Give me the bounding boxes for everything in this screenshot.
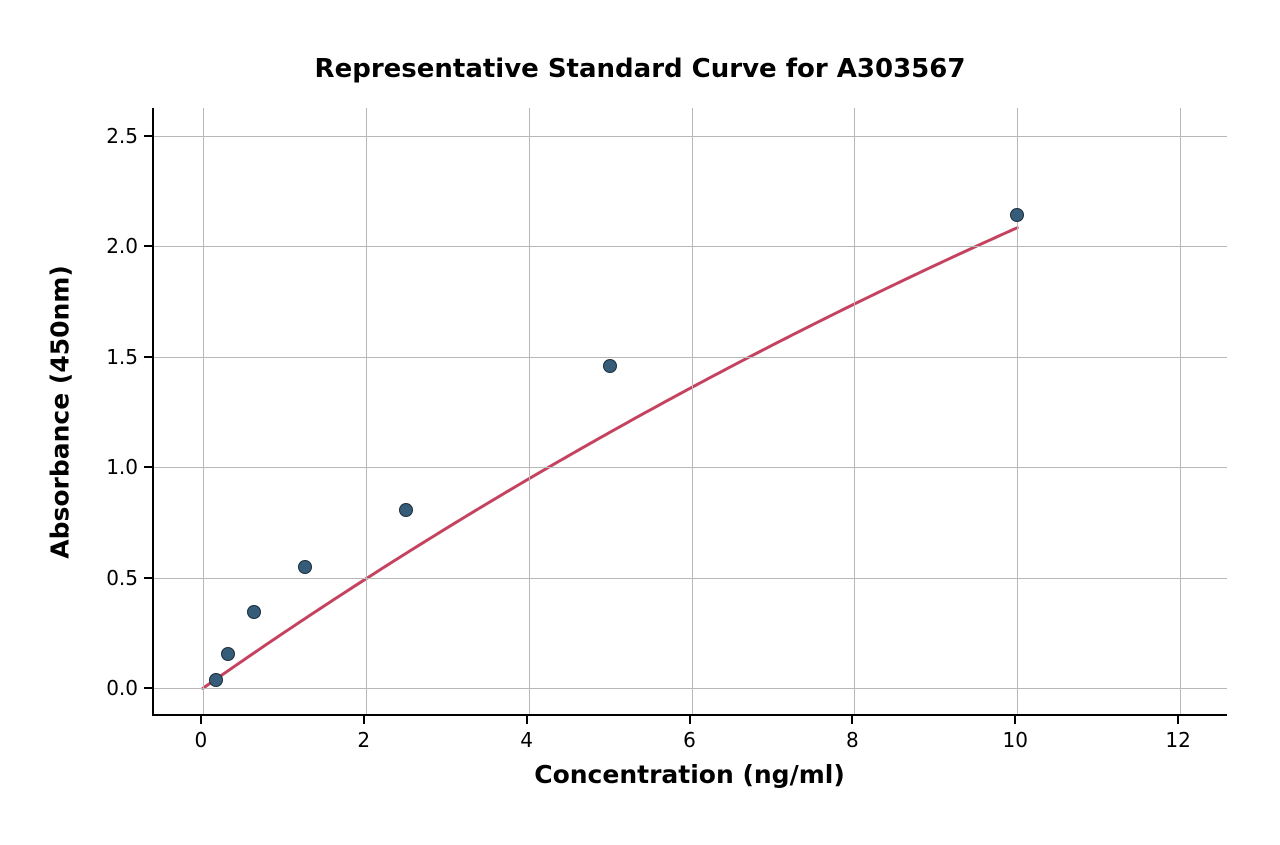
x-tick [1014, 716, 1016, 724]
y-tick-label: 2.0 [106, 234, 138, 258]
plot-area [152, 108, 1227, 716]
grid-line-vertical [692, 108, 693, 714]
y-axis-label: Absorbance (450nm) [46, 265, 75, 559]
x-tick [526, 716, 528, 724]
grid-line-vertical [1017, 108, 1018, 714]
x-tick-label: 0 [194, 728, 207, 752]
x-tick-label: 10 [1003, 728, 1028, 752]
x-tick-label: 4 [520, 728, 533, 752]
y-tick [144, 356, 152, 358]
y-tick [144, 687, 152, 689]
data-point [247, 605, 261, 619]
y-tick-label: 0.5 [106, 566, 138, 590]
grid-line-horizontal [154, 136, 1227, 137]
data-point [1010, 208, 1024, 222]
y-tick [144, 466, 152, 468]
grid-line-vertical [854, 108, 855, 714]
grid-line-horizontal [154, 246, 1227, 247]
x-tick-label: 12 [1165, 728, 1190, 752]
x-tick [689, 716, 691, 724]
y-tick [144, 577, 152, 579]
figure: Representative Standard Curve for A30356… [0, 0, 1280, 845]
x-tick [1177, 716, 1179, 724]
x-axis-label: Concentration (ng/ml) [152, 760, 1227, 789]
grid-line-horizontal [154, 357, 1227, 358]
grid-line-vertical [366, 108, 367, 714]
data-point [298, 560, 312, 574]
x-tick [200, 716, 202, 724]
y-tick [144, 135, 152, 137]
x-tick [363, 716, 365, 724]
data-point [399, 503, 413, 517]
x-tick-label: 8 [846, 728, 859, 752]
y-tick [144, 245, 152, 247]
fit-curve [203, 228, 1017, 689]
grid-line-horizontal [154, 688, 1227, 689]
y-tick-label: 1.5 [106, 345, 138, 369]
data-point [209, 673, 223, 687]
y-tick-label: 0.0 [106, 676, 138, 700]
grid-line-vertical [529, 108, 530, 714]
chart-title: Representative Standard Curve for A30356… [0, 54, 1280, 84]
grid-line-vertical [203, 108, 204, 714]
x-tick [851, 716, 853, 724]
x-tick-label: 6 [683, 728, 696, 752]
data-point [221, 647, 235, 661]
grid-line-vertical [1180, 108, 1181, 714]
data-point [603, 359, 617, 373]
y-tick-label: 2.5 [106, 124, 138, 148]
grid-line-horizontal [154, 467, 1227, 468]
y-tick-label: 1.0 [106, 455, 138, 479]
x-tick-label: 2 [357, 728, 370, 752]
grid-line-horizontal [154, 578, 1227, 579]
